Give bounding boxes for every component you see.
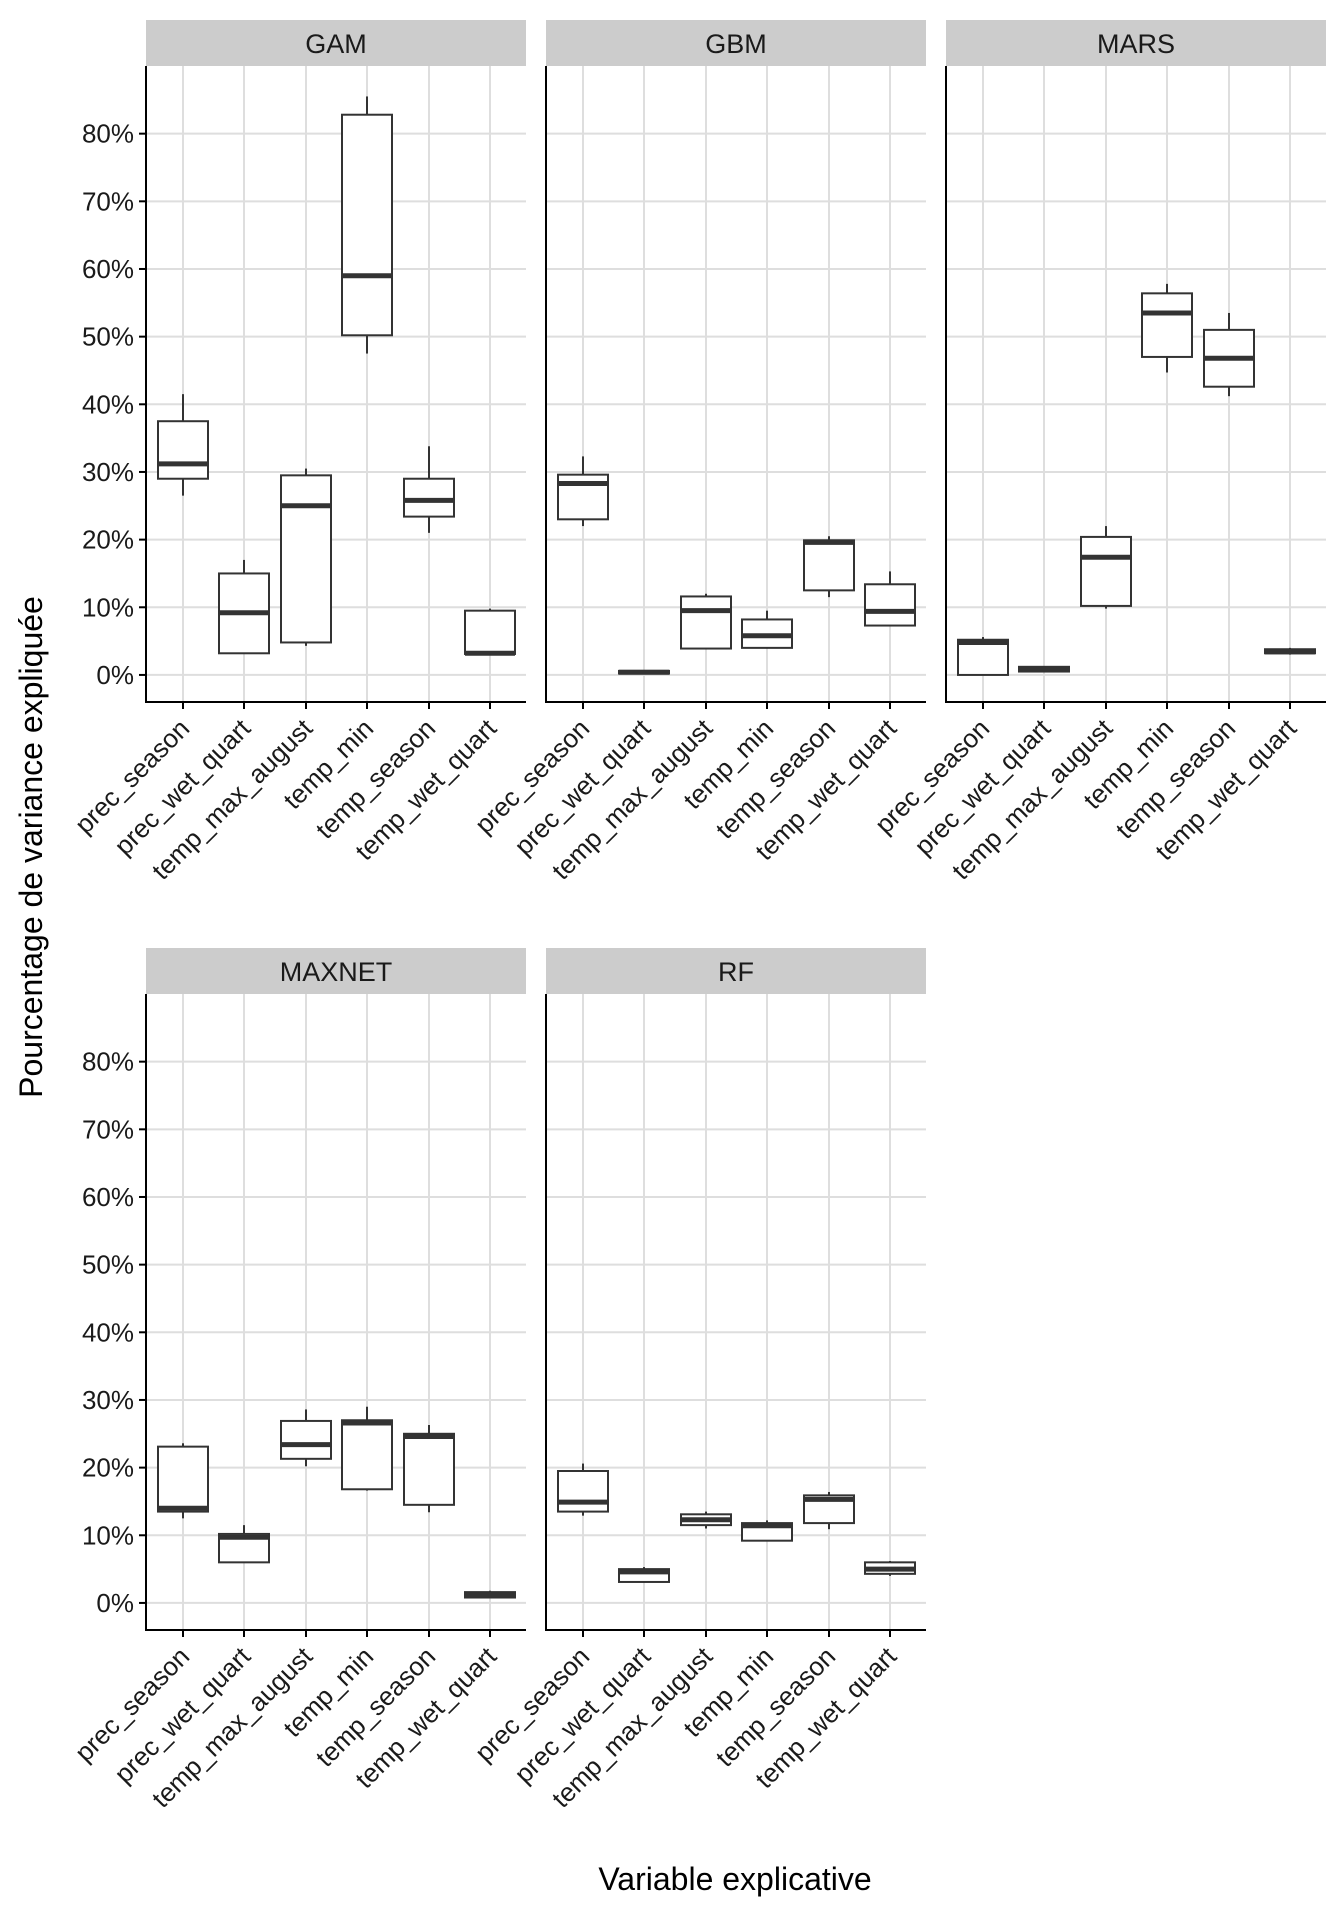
y-tick-label: 20% bbox=[82, 1453, 134, 1483]
box-temp-wet-quart bbox=[864, 1560, 916, 1576]
box-temp-max-august bbox=[680, 1511, 732, 1529]
y-tick-label: 10% bbox=[82, 1520, 134, 1550]
box-prec-wet-quart bbox=[218, 559, 270, 655]
panel-title: MARS bbox=[1097, 29, 1175, 59]
y-tick-label: 0% bbox=[96, 1588, 134, 1618]
box-prec-season bbox=[157, 1443, 209, 1519]
y-tick-label: 30% bbox=[82, 1385, 134, 1415]
box-iqr bbox=[1141, 292, 1193, 358]
box-temp-min bbox=[341, 1406, 393, 1491]
panel-rf: RFprec_seasonprec_wet_quarttemp_max_augu… bbox=[469, 948, 926, 1813]
y-tick-label: 60% bbox=[82, 1182, 134, 1212]
box-temp-min bbox=[1141, 283, 1193, 373]
box-temp-wet-quart bbox=[464, 608, 516, 656]
box-prec-season bbox=[157, 394, 209, 496]
box-temp-max-august bbox=[680, 593, 732, 650]
panel-gam: GAM0%10%20%30%40%50%60%70%80%prec_season… bbox=[69, 20, 526, 885]
box-temp-season bbox=[803, 1491, 855, 1530]
panels-layer: GAM0%10%20%30%40%50%60%70%80%prec_season… bbox=[69, 20, 1326, 1813]
panel-title: MAXNET bbox=[280, 957, 393, 987]
box-temp-min bbox=[741, 1520, 793, 1542]
y-tick-label: 50% bbox=[82, 1250, 134, 1280]
box-temp-wet-quart bbox=[464, 1590, 516, 1599]
box-temp-season bbox=[403, 1424, 455, 1513]
panel-mars: MARSprec_seasonprec_wet_quarttemp_max_au… bbox=[869, 20, 1326, 885]
box-prec-wet-quart bbox=[218, 1525, 270, 1564]
y-tick-label: 60% bbox=[82, 254, 134, 284]
y-tick-label: 50% bbox=[82, 322, 134, 352]
box-iqr bbox=[157, 1445, 209, 1513]
box-prec-wet-quart bbox=[618, 669, 670, 675]
y-tick-label: 10% bbox=[82, 592, 134, 622]
box-iqr bbox=[403, 1432, 455, 1506]
box-prec-wet-quart bbox=[1018, 665, 1070, 673]
panel-strip bbox=[146, 948, 526, 994]
box-prec-season bbox=[557, 456, 609, 527]
panel-gbm: GBMprec_seasonprec_wet_quarttemp_max_aug… bbox=[469, 20, 926, 885]
y-axis-title: Pourcentage de variance expliquée bbox=[13, 596, 49, 1098]
panel-strip bbox=[146, 20, 526, 66]
box-iqr bbox=[803, 539, 855, 592]
y-tick-label: 30% bbox=[82, 457, 134, 487]
panel-title: RF bbox=[718, 957, 754, 987]
box-iqr bbox=[341, 113, 393, 337]
box-temp-wet-quart bbox=[864, 571, 916, 627]
box-temp-max-august bbox=[280, 1409, 332, 1467]
box-iqr bbox=[557, 1470, 609, 1513]
box-iqr bbox=[957, 638, 1009, 676]
y-tick-label: 0% bbox=[96, 660, 134, 690]
panel-title: GBM bbox=[705, 29, 767, 59]
box-prec-wet-quart bbox=[618, 1567, 670, 1583]
box-iqr bbox=[403, 477, 455, 518]
box-temp-min bbox=[741, 610, 793, 649]
y-tick-label: 40% bbox=[82, 389, 134, 419]
panel-strip bbox=[546, 948, 926, 994]
y-tick-label: 80% bbox=[82, 119, 134, 149]
x-axis-title: Variable explicative bbox=[598, 1861, 871, 1897]
y-tick-label: 70% bbox=[82, 1114, 134, 1144]
box-temp-wet-quart bbox=[1264, 647, 1316, 655]
box-temp-min bbox=[341, 96, 393, 354]
box-temp-season bbox=[403, 446, 455, 533]
box-prec-season bbox=[957, 637, 1009, 676]
panel-maxnet: MAXNET0%10%20%30%40%50%60%70%80%prec_sea… bbox=[69, 948, 526, 1813]
box-iqr bbox=[341, 1419, 393, 1491]
panel-title: GAM bbox=[305, 29, 367, 59]
box-prec-season bbox=[557, 1463, 609, 1516]
panel-strip bbox=[546, 20, 926, 66]
box-iqr bbox=[864, 583, 916, 627]
box-iqr bbox=[464, 609, 516, 655]
box-iqr bbox=[280, 474, 332, 644]
box-temp-max-august bbox=[280, 468, 332, 646]
box-temp-season bbox=[1203, 312, 1255, 397]
y-tick-label: 40% bbox=[82, 1317, 134, 1347]
box-iqr bbox=[680, 595, 732, 650]
box-iqr bbox=[280, 1419, 332, 1460]
panel-strip bbox=[946, 20, 1326, 66]
y-tick-label: 70% bbox=[82, 186, 134, 216]
box-temp-max-august bbox=[1080, 526, 1132, 609]
box-temp-season bbox=[803, 536, 855, 598]
y-tick-label: 80% bbox=[82, 1047, 134, 1077]
y-tick-label: 20% bbox=[82, 525, 134, 555]
box-iqr bbox=[1080, 535, 1132, 607]
box-iqr bbox=[157, 420, 209, 480]
